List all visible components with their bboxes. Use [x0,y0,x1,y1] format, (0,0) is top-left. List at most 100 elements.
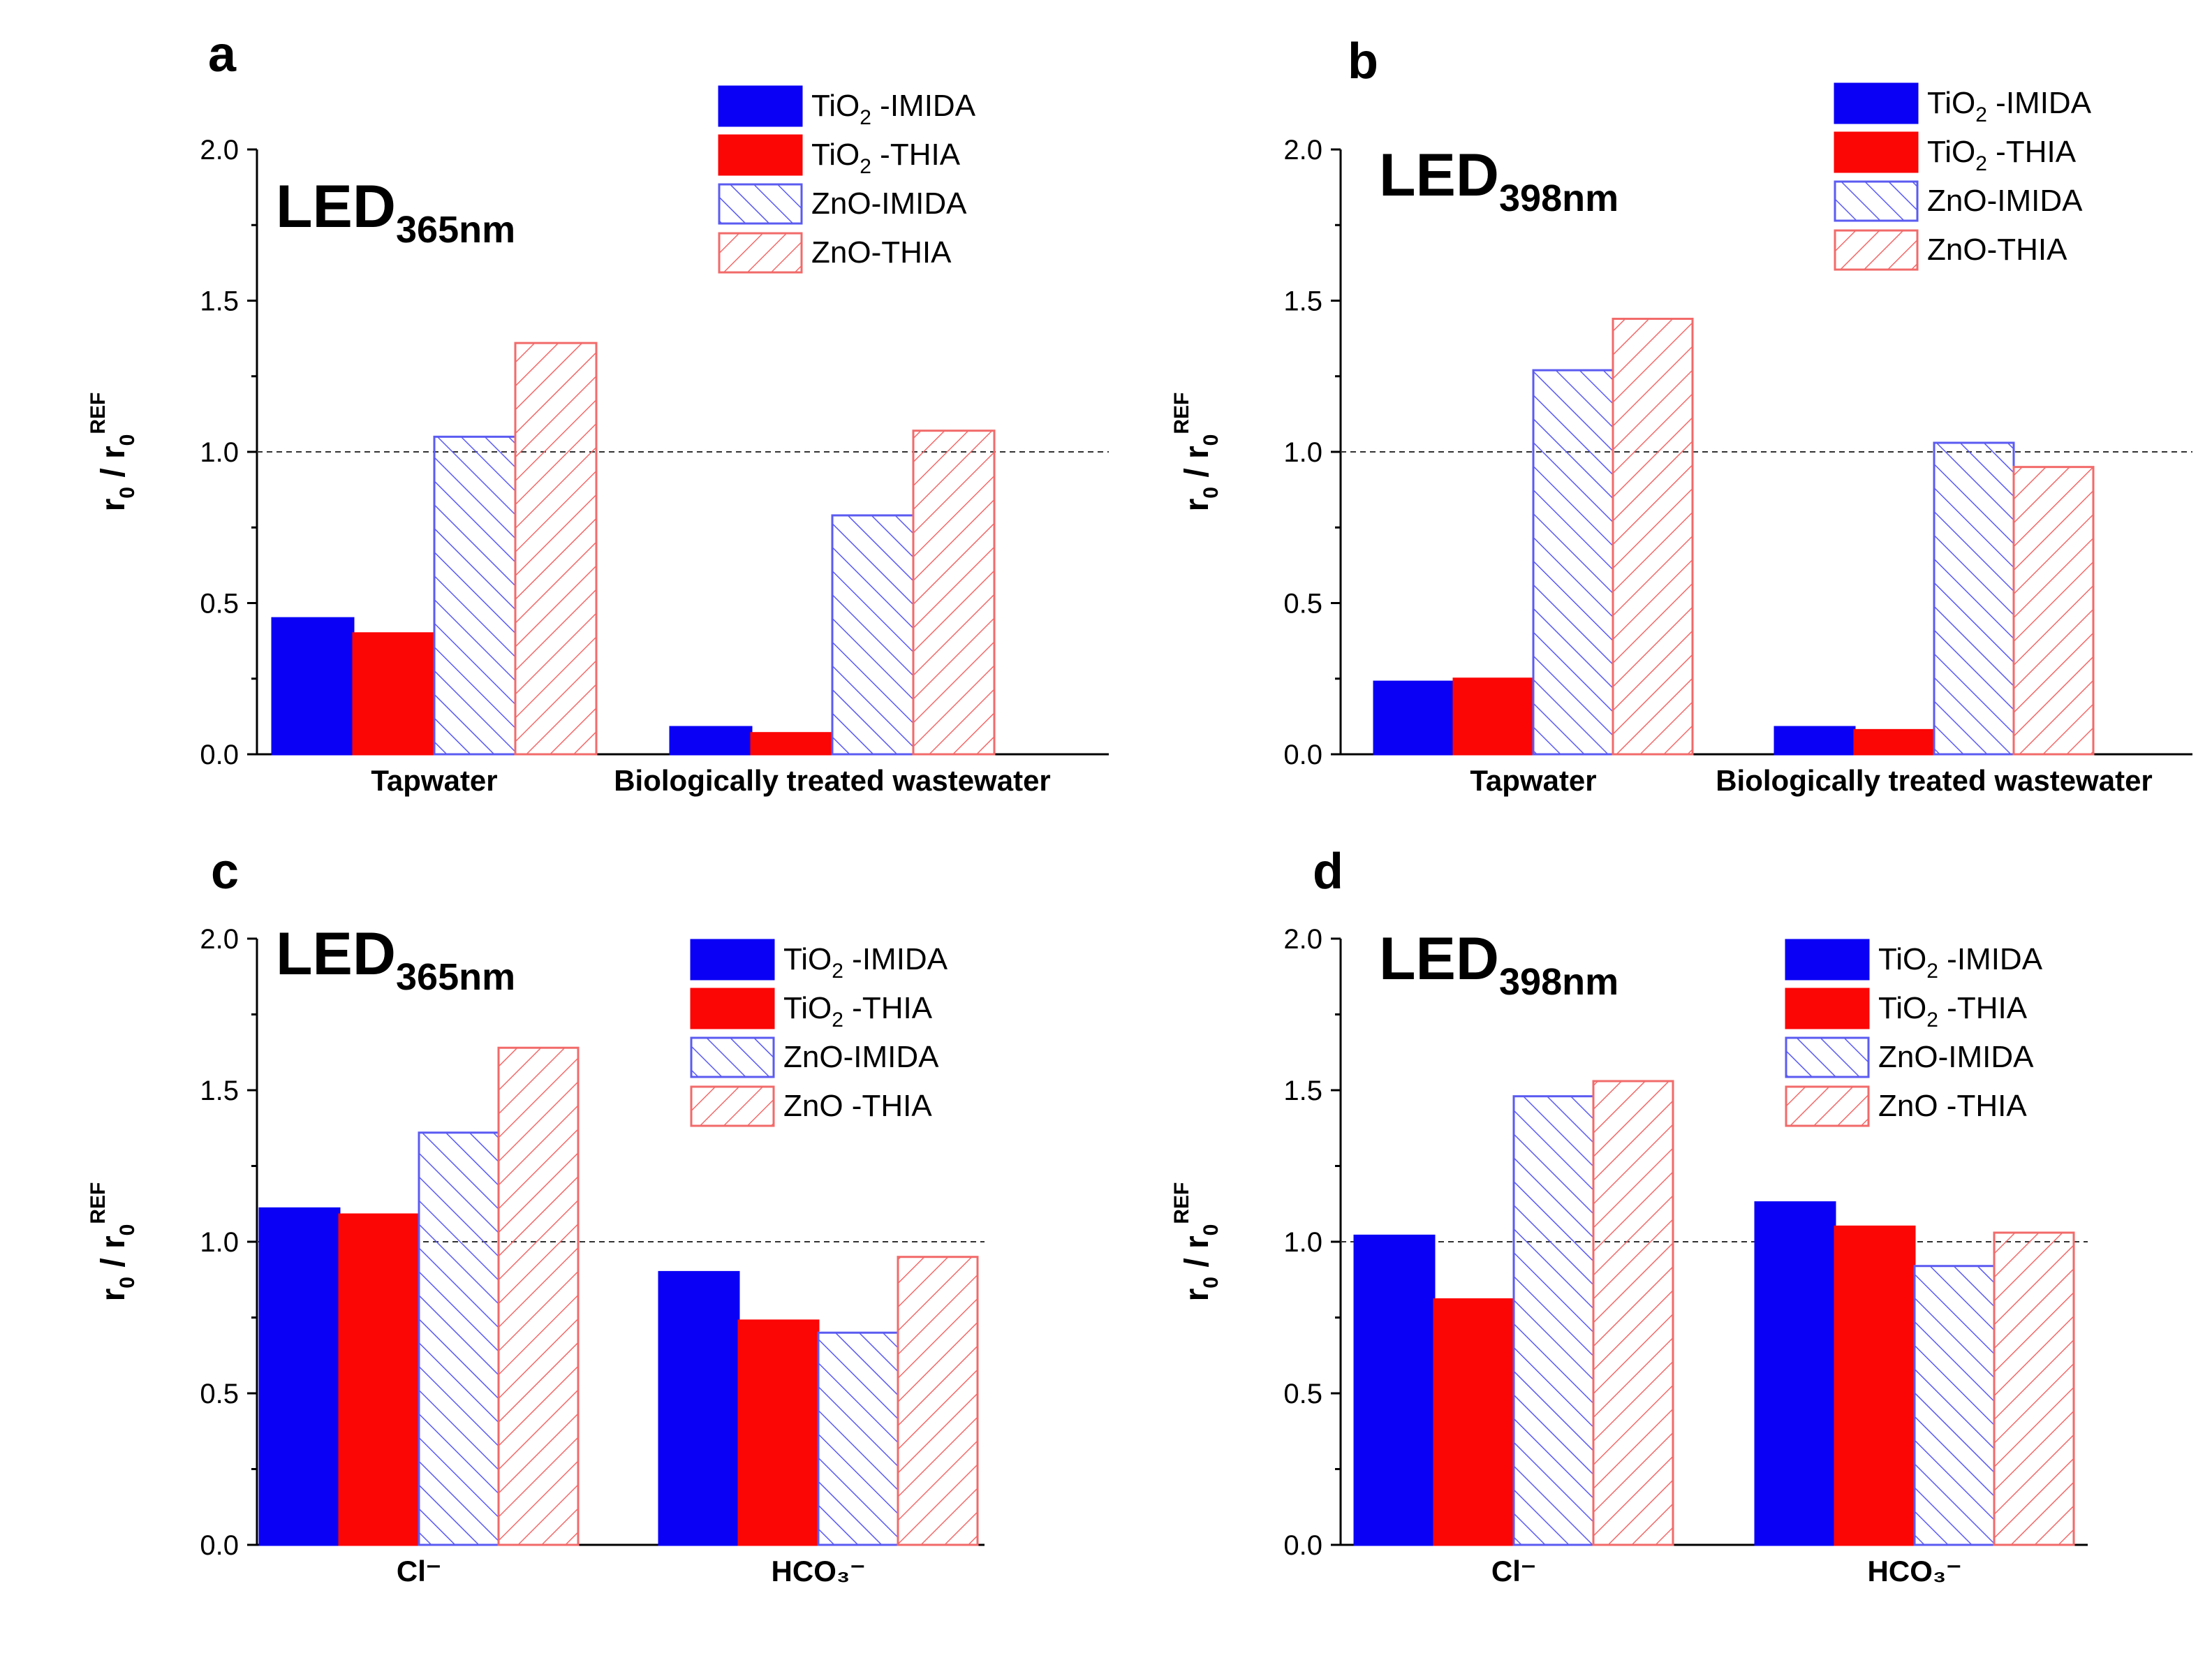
bar-b-1-0 [1774,726,1856,756]
bar-d-1-2 [1913,1265,1996,1546]
bar-c-0-2 [418,1131,500,1546]
legend-label-0: TiO2 -IMIDA [1927,86,2092,126]
bar-d-1-3 [1993,1231,2075,1546]
panel-label: d [1313,844,1343,900]
y-tick-label: 1.0 [1283,1227,1322,1258]
y-tick-label: 1.0 [200,437,239,468]
x-tick-label: Tapwater [1470,764,1596,797]
y-tick-label: 0.5 [1283,589,1322,619]
legend-swatch-0 [690,939,775,981]
x-tick-label: HCO₃⁻ [1868,1555,1962,1587]
bar-b-1-1 [1853,728,1936,756]
legend-swatch-1 [1834,131,1919,173]
bar-c-1-2 [817,1331,899,1546]
bar-c-0-1 [338,1213,420,1546]
y-tick-label: 1.0 [1283,437,1322,468]
legend-swatch-0 [718,85,803,127]
legend-swatch-0 [1785,939,1870,981]
y-tick-label: 1.5 [200,1076,239,1106]
legend-label-0: TiO2 -IMIDA [783,942,948,983]
bar-a-1-1 [750,732,834,756]
x-tick-label: HCO₃⁻ [772,1555,866,1587]
y-tick-label: 0.5 [200,1379,239,1409]
x-tick-label: Biologically treated wastewater [1716,764,2153,797]
legend-label-3: ZnO -THIA [1878,1089,2027,1123]
y-tick-label: 0.5 [1283,1379,1322,1409]
bar-a-0-1 [352,632,436,756]
legend-swatch-3 [1834,229,1919,271]
chart-panel-b: 0.0 0.5 1.0 1.5 2.0 Tapwater Biologically trea… [1170,34,2192,797]
legend-swatch-1 [690,988,775,1029]
bar-c-1-1 [737,1319,820,1546]
panel-label: a [208,27,237,82]
legend-label-3: ZnO -THIA [783,1089,932,1123]
bar-d-1-1 [1834,1225,1916,1546]
bar-c-0-3 [497,1046,580,1546]
bar-a-0-3 [514,342,598,756]
bar-d-1-0 [1754,1201,1836,1546]
y-tick-label: 1.5 [1283,286,1322,317]
led-annotation: LED365nm [276,920,515,998]
y-axis-label: r0 / r0REF [1170,1182,1223,1302]
y-tick-label: 2.0 [200,135,239,166]
led-annotation: LED398nm [1379,142,1619,219]
y-axis-label: r0 / r0REF [87,1182,139,1302]
panel-label: b [1348,34,1378,89]
x-tick-label: Biologically treated wastewater [614,764,1051,797]
chart-panel-a: 0.0 0.5 1.0 1.5 2.0 Tapwater Biologically trea… [87,27,1109,797]
panel-label: c [211,844,239,900]
y-axis-label: r0 / r0REF [1170,393,1223,512]
legend-label-1: TiO2 -THIA [811,138,961,178]
bar-d-0-3 [1592,1080,1674,1546]
y-tick-label: 0.5 [200,589,239,619]
bar-a-0-0 [271,617,355,756]
bar-c-0-0 [258,1207,341,1546]
legend-swatch-3 [1785,1085,1870,1127]
legend-label-0: TiO2 -IMIDA [811,89,976,129]
y-tick-label: 1.5 [1283,1076,1322,1106]
legend-label-3: ZnO-THIA [1927,233,2067,267]
bar-c-1-0 [658,1270,740,1546]
legend-label-2: ZnO-IMIDA [811,186,967,221]
x-tick-label: Cl⁻ [397,1555,441,1587]
bar-a-1-0 [669,726,753,756]
y-tick-label: 1.5 [200,286,239,317]
y-axis-label: r0 / r0REF [87,393,139,512]
bar-b-1-3 [2012,466,2095,756]
chart-panel-d: 0.0 0.5 1.0 1.5 2.0 Cl⁻ HCO₃⁻ d LED398nm r0 / r0R… [1170,844,2088,1587]
legend-swatch-2 [718,183,803,225]
chart-panel-c: 0.0 0.5 1.0 1.5 2.0 Cl⁻ HCO₃⁻ c LED365nm r0 / r0R… [87,844,985,1587]
legend-label-0: TiO2 -IMIDA [1878,942,2043,983]
bar-d-0-0 [1353,1234,1436,1546]
legend-swatch-0 [1834,82,1919,124]
bar-c-1-3 [897,1256,979,1546]
led-annotation: LED365nm [276,173,515,251]
legend-swatch-2 [690,1036,775,1078]
bar-b-0-1 [1452,677,1535,756]
legend-label-3: ZnO-THIA [811,235,952,270]
bar-b-0-0 [1373,680,1455,756]
bar-d-0-2 [1512,1095,1595,1546]
legend-swatch-2 [1785,1036,1870,1078]
x-tick-label: Tapwater [371,764,497,797]
bar-d-0-1 [1433,1298,1515,1546]
y-tick-label: 2.0 [1283,924,1322,955]
bar-a-1-3 [912,430,996,756]
legend-swatch-1 [718,134,803,176]
y-tick-label: 0.0 [1283,1530,1322,1561]
y-tick-label: 2.0 [1283,135,1322,166]
y-tick-label: 0.0 [200,740,239,770]
bar-b-1-2 [1933,441,2015,756]
legend-label-2: ZnO-IMIDA [783,1040,939,1074]
legend-label-2: ZnO-IMIDA [1927,184,2083,218]
y-tick-label: 2.0 [200,924,239,955]
legend-swatch-3 [718,232,803,274]
bar-b-0-2 [1532,369,1614,756]
y-tick-label: 0.0 [1283,740,1322,770]
legend-label-2: ZnO-IMIDA [1878,1040,2034,1074]
bar-a-0-2 [433,435,517,756]
legend-swatch-3 [690,1085,775,1127]
legend-label-1: TiO2 -THIA [1878,991,2028,1032]
bar-b-0-3 [1612,317,1694,756]
